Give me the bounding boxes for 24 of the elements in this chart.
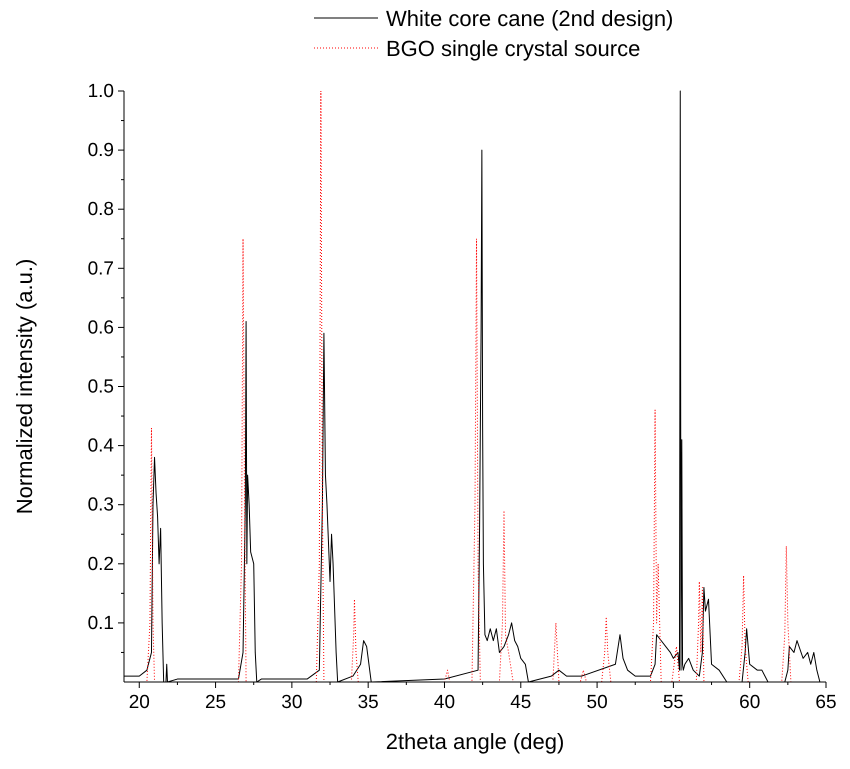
legend-label: White core cane (2nd design) <box>386 6 674 31</box>
x-tick-label: 30 <box>281 692 302 713</box>
y-tick-label: 0.7 <box>88 258 114 280</box>
x-tick-label: 50 <box>586 692 608 713</box>
x-tick-label: 40 <box>434 692 456 713</box>
x-tick-label: 20 <box>128 692 150 713</box>
legend-label: BGO single crystal source <box>386 36 640 61</box>
y-tick-label: 0.1 <box>88 612 114 634</box>
x-tick-label: 25 <box>204 692 226 713</box>
y-tick-label: 0.4 <box>88 436 114 457</box>
y-tick-label: 0.6 <box>88 317 114 338</box>
x-axis-title: 2theta angle (deg) <box>386 729 564 754</box>
y-tick-label: 0.8 <box>88 199 114 220</box>
x-tick-label: 45 <box>510 692 532 713</box>
x-tick-label: 60 <box>739 692 760 713</box>
x-tick-label: 55 <box>662 692 684 713</box>
y-tick-label: 0.2 <box>88 554 114 575</box>
x-tick-label: 65 <box>815 692 837 713</box>
y-tick-label: 0.9 <box>88 140 114 162</box>
x-tick-label: 35 <box>358 692 379 713</box>
y-tick-label: 0.5 <box>88 376 114 398</box>
y-axis-title: Normalized intensity (a.u.) <box>12 258 37 514</box>
y-tick-label: 0.3 <box>88 494 114 516</box>
y-tick-label: 1.0 <box>88 81 114 102</box>
